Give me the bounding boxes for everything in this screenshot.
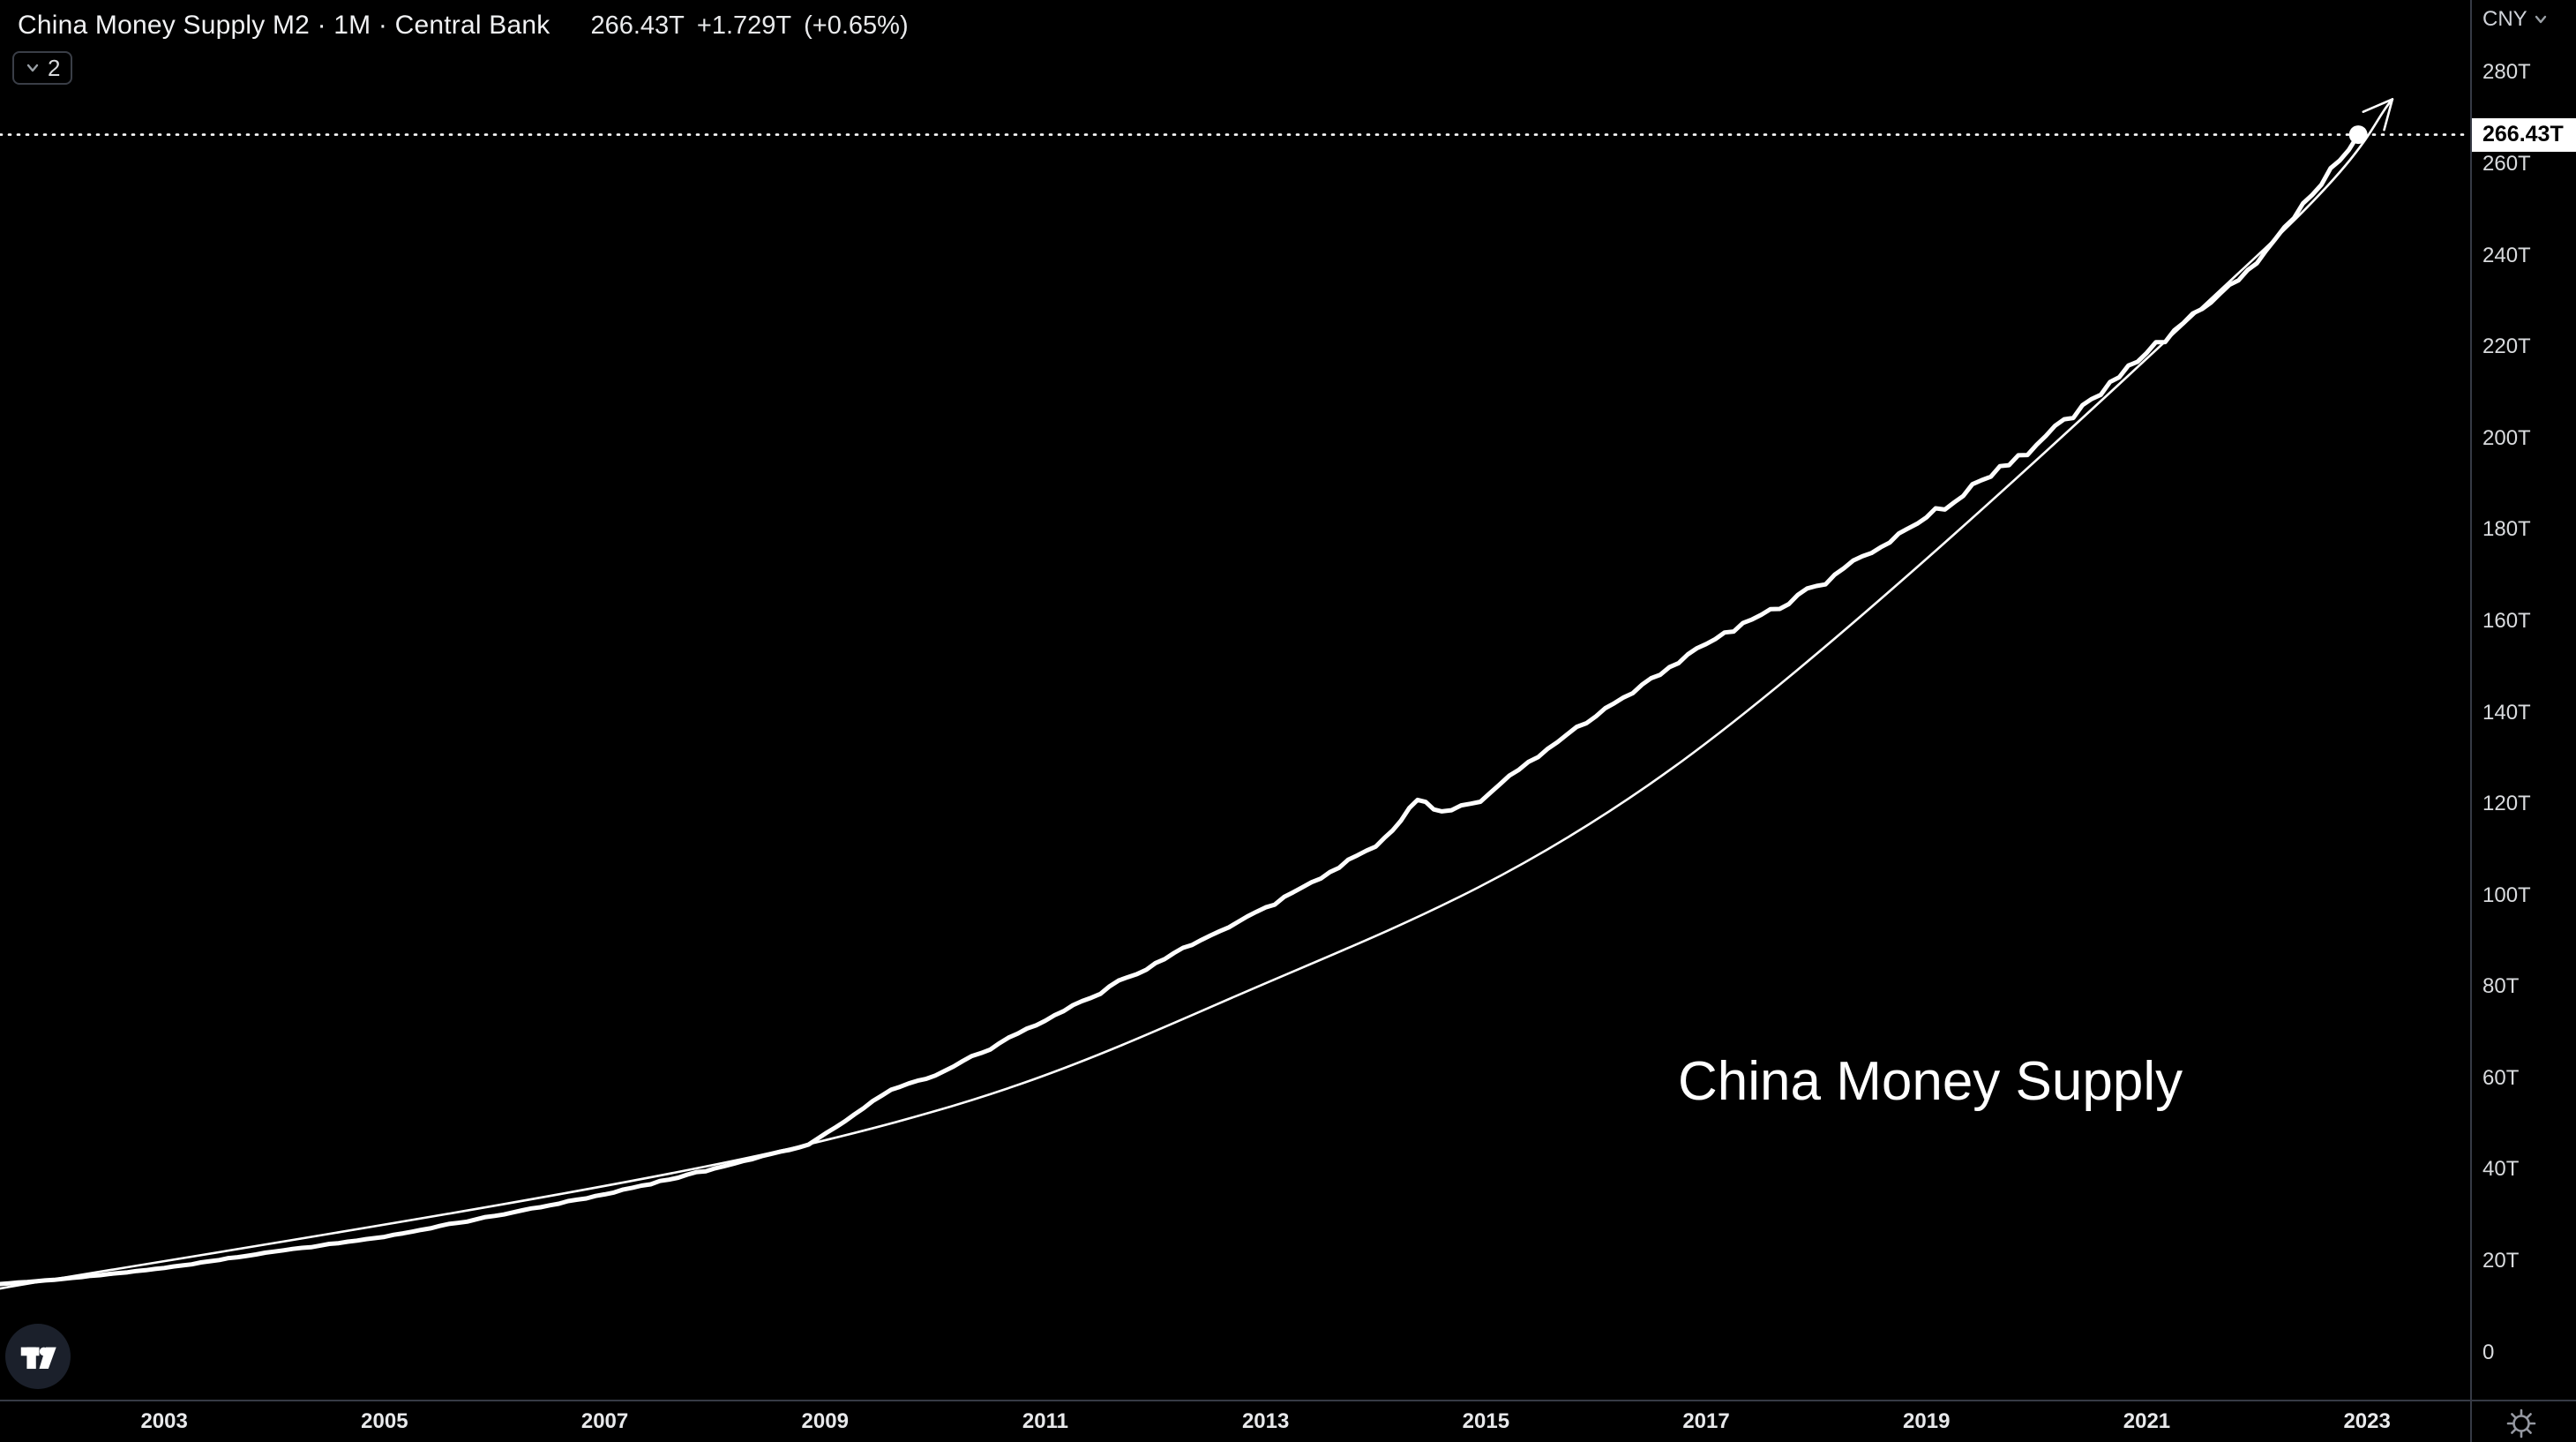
time-tick-label: 2017	[1682, 1409, 1730, 1433]
value-change: +1.729T	[696, 11, 792, 40]
price-tick-label: 220T	[2482, 334, 2531, 359]
price-tick-label: 20T	[2482, 1249, 2520, 1273]
time-tick-label: 2003	[140, 1409, 188, 1433]
time-tick-label: 2015	[1462, 1409, 1510, 1433]
symbol-title[interactable]: China Money Supply M2 · 1M · Central Ban…	[18, 11, 550, 40]
chart-plot-svg	[0, 98, 2470, 1290]
price-axis[interactable]: CNY 280T 260T 240T 220T 200T 180T 160T 140T 120T…	[2470, 0, 2576, 1400]
price-tick-label: 100T	[2482, 882, 2531, 907]
value-change-pct: (+0.65%)	[804, 11, 909, 40]
legend-values: 266.43T +1.729T (+0.65%)	[590, 11, 908, 41]
axis-corner-separator	[2470, 1401, 2472, 1442]
price-tick-label: 180T	[2482, 517, 2531, 542]
currency-selector[interactable]: CNY	[2482, 7, 2549, 32]
time-tick-label: 2009	[801, 1409, 849, 1433]
last-price-tag-label: 266.43T	[2482, 122, 2564, 147]
price-tick-label: 0	[2482, 1340, 2495, 1364]
time-axis[interactable]: 2003 2005 2007 2009 2011 2013 2015 2017 2019 2021…	[0, 1400, 2576, 1442]
price-tick-label: 140T	[2482, 700, 2531, 725]
legend: China Money Supply M2 · 1M · Central Ban…	[18, 11, 909, 41]
time-tick-label: 2021	[2123, 1409, 2171, 1433]
time-tick-label: 2011	[1022, 1409, 1068, 1433]
gear-icon[interactable]	[2504, 1406, 2539, 1441]
chart-canvas[interactable]	[0, 0, 2470, 1400]
chart-watermark-text: China Money Supply	[1678, 1051, 2183, 1112]
currency-label: CNY	[2482, 7, 2527, 31]
last-value: 266.43T	[590, 11, 685, 40]
time-tick-label: 2023	[2343, 1409, 2391, 1433]
time-tick-label: 2007	[580, 1409, 629, 1433]
last-price-tag: 266.43T	[2472, 117, 2576, 152]
price-tick-label: 260T	[2482, 151, 2531, 176]
chevron-down-icon	[26, 64, 39, 72]
last-point-marker	[2348, 125, 2368, 145]
tradingview-logo[interactable]	[5, 1324, 71, 1389]
time-tick-label: 2013	[1241, 1409, 1290, 1433]
m2-series-line[interactable]	[0, 132, 2361, 1287]
chevron-down-icon	[2535, 15, 2546, 24]
price-tick-label: 160T	[2482, 608, 2531, 633]
price-tick-label: 240T	[2482, 243, 2531, 267]
price-tick-label: 60T	[2482, 1065, 2520, 1090]
trend-arrow-curve[interactable]	[0, 98, 2394, 1290]
time-tick-label: 2019	[1903, 1409, 1951, 1433]
price-tick-label: 40T	[2482, 1157, 2520, 1182]
price-tick-label: 280T	[2482, 60, 2531, 85]
price-tick-label: 200T	[2482, 425, 2531, 450]
indicators-count: 2	[48, 55, 61, 81]
time-tick-label: 2005	[361, 1409, 408, 1433]
indicators-collapse-button[interactable]: 2	[12, 51, 73, 85]
price-tick-label: 120T	[2482, 792, 2531, 816]
trend-arrowhead	[2362, 98, 2394, 131]
price-tick-label: 80T	[2482, 974, 2520, 999]
